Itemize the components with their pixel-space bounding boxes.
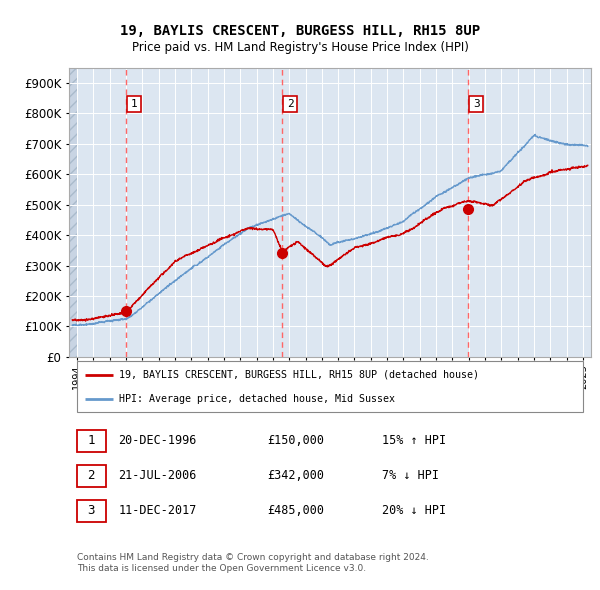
Text: £150,000: £150,000 bbox=[268, 434, 325, 447]
Bar bbox=[69, 68, 77, 357]
Text: 19, BAYLIS CRESCENT, BURGESS HILL, RH15 8UP: 19, BAYLIS CRESCENT, BURGESS HILL, RH15 … bbox=[120, 24, 480, 38]
Text: 21-JUL-2006: 21-JUL-2006 bbox=[119, 470, 197, 483]
Text: 1: 1 bbox=[88, 434, 95, 447]
Text: 11-DEC-2017: 11-DEC-2017 bbox=[119, 504, 197, 517]
Text: 19, BAYLIS CRESCENT, BURGESS HILL, RH15 8UP (detached house): 19, BAYLIS CRESCENT, BURGESS HILL, RH15 … bbox=[119, 369, 479, 379]
Text: HPI: Average price, detached house, Mid Sussex: HPI: Average price, detached house, Mid … bbox=[119, 394, 395, 404]
Text: Contains HM Land Registry data © Crown copyright and database right 2024.
This d: Contains HM Land Registry data © Crown c… bbox=[77, 553, 428, 573]
FancyBboxPatch shape bbox=[77, 430, 106, 452]
Text: 2: 2 bbox=[287, 99, 293, 109]
Text: 2: 2 bbox=[88, 470, 95, 483]
Text: 15% ↑ HPI: 15% ↑ HPI bbox=[382, 434, 446, 447]
Text: 20% ↓ HPI: 20% ↓ HPI bbox=[382, 504, 446, 517]
Text: 1: 1 bbox=[130, 99, 137, 109]
Text: Price paid vs. HM Land Registry's House Price Index (HPI): Price paid vs. HM Land Registry's House … bbox=[131, 41, 469, 54]
Text: 3: 3 bbox=[473, 99, 479, 109]
FancyBboxPatch shape bbox=[77, 465, 106, 487]
Text: 3: 3 bbox=[88, 504, 95, 517]
FancyBboxPatch shape bbox=[77, 500, 106, 522]
Text: £342,000: £342,000 bbox=[268, 470, 325, 483]
Text: 20-DEC-1996: 20-DEC-1996 bbox=[119, 434, 197, 447]
Text: 7% ↓ HPI: 7% ↓ HPI bbox=[382, 470, 439, 483]
FancyBboxPatch shape bbox=[77, 361, 583, 412]
Text: £485,000: £485,000 bbox=[268, 504, 325, 517]
